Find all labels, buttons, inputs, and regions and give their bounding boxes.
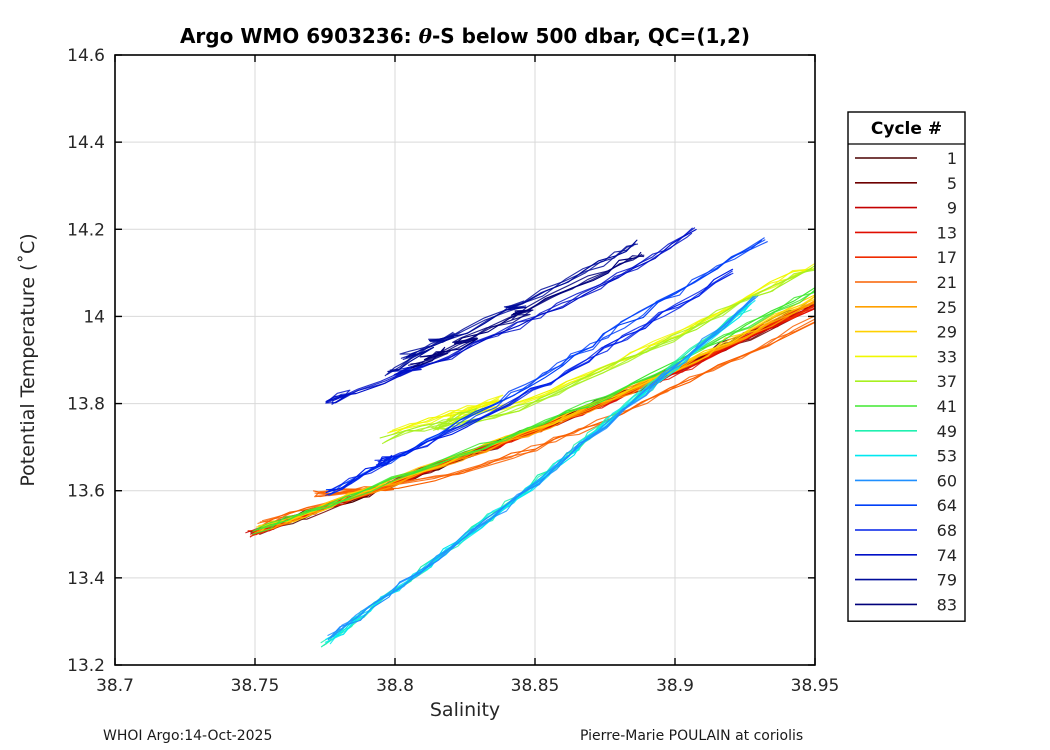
series-line-cycle-64 — [325, 241, 768, 494]
x-axis-label: Salinity — [430, 699, 500, 721]
legend-label-cycle-9: 9 — [947, 199, 957, 218]
y-tick-label: 14.6 — [67, 46, 105, 66]
legend-item-cycle-64[interactable]: 64 — [849, 494, 964, 519]
legend-label-cycle-29: 29 — [937, 323, 957, 342]
legend-box — [847, 111, 966, 622]
x-axis-ticks: 38.7 38.75 38.8 38.85 38.9 38.95 — [96, 55, 839, 696]
legend-item-cycle-33[interactable]: 33 — [849, 345, 964, 370]
legend-title: Cycle # — [871, 119, 942, 139]
legend-item-cycle-74[interactable]: 74 — [849, 544, 964, 569]
legend-label-cycle-83: 83 — [937, 595, 957, 614]
grid-lines — [115, 55, 815, 665]
y-tick-label: 13.2 — [67, 656, 105, 676]
legend-label-cycle-5: 5 — [947, 174, 957, 193]
series-line-cycle-83 — [407, 254, 645, 366]
series-line-cycle-68 — [325, 273, 732, 496]
x-tick-label: 38.9 — [656, 676, 694, 696]
x-tick-label: 38.75 — [231, 676, 280, 696]
legend-label-cycle-33: 33 — [937, 347, 957, 366]
legend-item-cycle-9[interactable]: 9 — [849, 197, 964, 222]
legend-label-cycle-64: 64 — [937, 496, 957, 515]
series-line-cycle-60 — [327, 297, 756, 636]
y-tick-label: 14.2 — [67, 220, 105, 240]
legend-label-cycle-49: 49 — [937, 422, 957, 441]
legend-label-cycle-53: 53 — [937, 447, 957, 466]
legend-item-cycle-60[interactable]: 60 — [849, 469, 964, 494]
legend-item-cycle-83[interactable]: 83 — [849, 593, 964, 618]
series-line-cycle-83 — [410, 253, 643, 365]
legend-item-cycle-79[interactable]: 79 — [849, 569, 964, 594]
series-line-cycle-79 — [386, 243, 639, 375]
legend-item-cycle-13[interactable]: 13 — [849, 221, 964, 246]
legend-label-cycle-13: 13 — [937, 223, 957, 242]
y-tick-label: 14 — [83, 307, 105, 327]
series-line-cycle-60 — [330, 295, 759, 639]
series-line-cycle-60 — [332, 295, 756, 638]
legend-item-cycle-37[interactable]: 37 — [849, 370, 964, 395]
legend-label-cycle-74: 74 — [937, 546, 957, 565]
series-line-cycle-41 — [252, 287, 815, 532]
legend-item-cycle-49[interactable]: 49 — [849, 420, 964, 445]
footer-right: Pierre-Marie POULAIN at coriolis — [580, 728, 803, 744]
y-axis-ticks: 13.2 13.4 13.6 13.8 14 14.2 14.4 14.6 — [67, 46, 815, 676]
series-line-cycle-74 — [325, 228, 697, 404]
legend-label-cycle-21: 21 — [937, 273, 957, 292]
y-tick-label: 13.4 — [67, 569, 105, 589]
legend-item-cycle-68[interactable]: 68 — [849, 519, 964, 544]
x-tick-label: 38.85 — [511, 676, 560, 696]
legend-label-cycle-68: 68 — [937, 521, 957, 540]
legend-label-cycle-37: 37 — [937, 372, 957, 391]
legend-label-cycle-79: 79 — [937, 571, 957, 590]
legend-item-cycle-41[interactable]: 41 — [849, 395, 964, 420]
y-axis-label: Potential Temperature (˚C) — [17, 233, 39, 486]
legend-item-cycle-17[interactable]: 17 — [849, 246, 964, 271]
legend-item-cycle-25[interactable]: 25 — [849, 296, 964, 321]
y-tick-label: 14.4 — [67, 133, 105, 153]
legend-item-cycle-5[interactable]: 5 — [849, 172, 964, 197]
legend-item-cycle-53[interactable]: 53 — [849, 445, 964, 470]
legend-label-cycle-17: 17 — [937, 248, 957, 267]
series-line-cycle-33 — [391, 263, 815, 431]
axes-frame — [114, 54, 816, 666]
x-tick-label: 38.8 — [376, 676, 414, 696]
legend-label-cycle-1: 1 — [947, 149, 957, 168]
legend-label-cycle-41: 41 — [937, 397, 957, 416]
legend-item-cycle-21[interactable]: 21 — [849, 271, 964, 296]
series-line-cycle-41 — [256, 290, 815, 530]
page-title: Argo WMO 6903236: θ-S below 500 dbar, QC… — [180, 24, 750, 48]
y-tick-label: 13.6 — [67, 482, 105, 502]
series-line-cycle-74 — [325, 227, 696, 404]
legend-label-cycle-25: 25 — [937, 298, 957, 317]
x-tick-label: 38.7 — [96, 676, 134, 696]
series-line-cycle-41 — [251, 291, 815, 535]
footer-left: WHOI Argo:14-Oct-2025 — [103, 728, 272, 744]
series-line-cycle-74 — [331, 227, 693, 405]
data-series-group — [245, 227, 815, 648]
legend-item-cycle-29[interactable]: 29 — [849, 321, 964, 346]
series-line-cycle-37 — [386, 268, 813, 442]
y-tick-label: 13.8 — [67, 395, 105, 415]
legend-item-cycle-1[interactable]: 1 — [849, 147, 964, 172]
legend-label-cycle-60: 60 — [937, 471, 957, 490]
x-tick-label: 38.95 — [791, 676, 840, 696]
legend[interactable]: Cycle # 1 5 9 13 17 21 25 29 33 37 41 49 53 60 64 68 74 79… — [847, 111, 966, 622]
